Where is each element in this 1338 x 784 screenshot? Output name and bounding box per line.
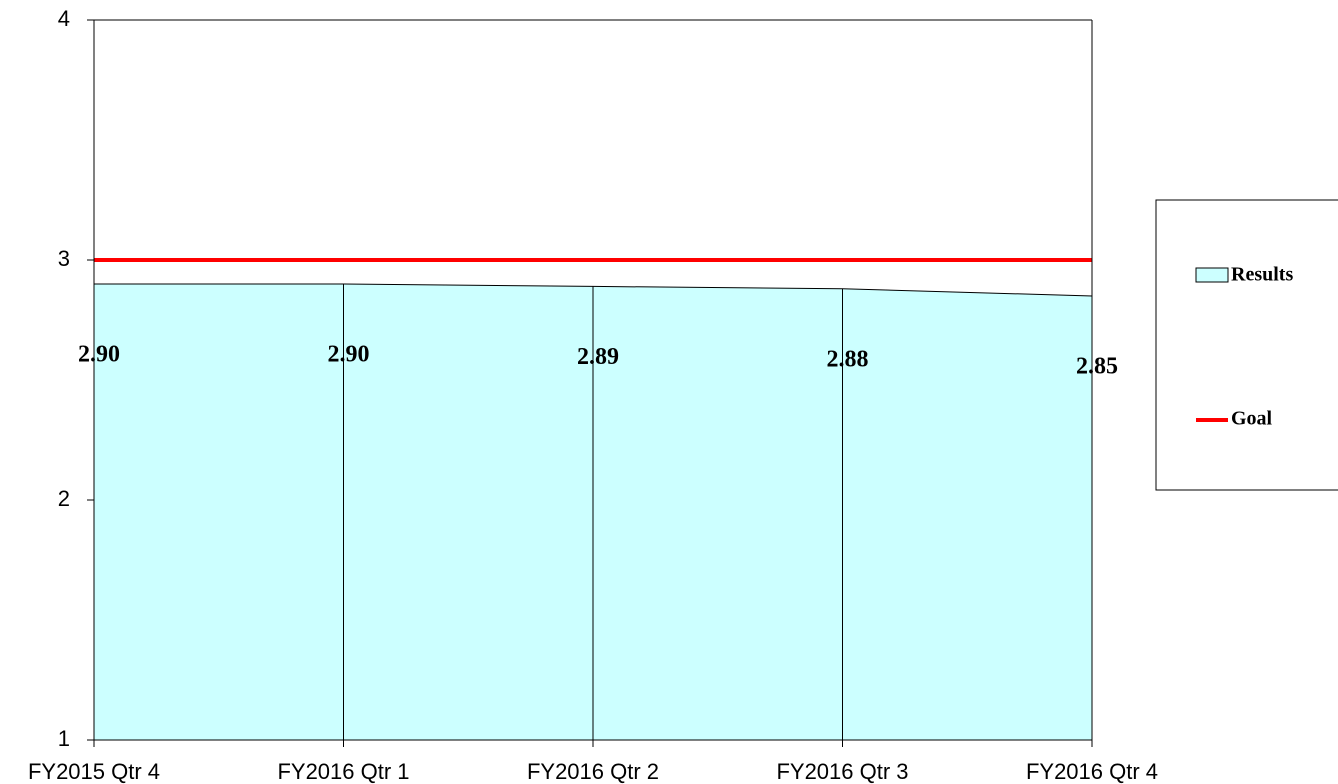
data-label: 2.90: [78, 342, 120, 368]
data-label: 2.88: [827, 346, 869, 372]
data-label: 2.89: [577, 344, 619, 370]
x-tick-label: FY2016 Qtr 4: [1026, 759, 1158, 784]
data-label: 2.90: [328, 342, 370, 368]
legend-label: Goal: [1231, 408, 1273, 430]
x-tick-label: FY2015 Qtr 4: [28, 759, 160, 784]
y-tick-label: 1: [58, 726, 70, 751]
y-tick-label: 3: [58, 246, 70, 271]
legend-label: Results: [1231, 264, 1293, 286]
x-tick-label: FY2016 Qtr 3: [776, 759, 908, 784]
x-tick-label: FY2016 Qtr 1: [277, 759, 409, 784]
legend-swatch: [1195, 267, 1229, 283]
x-tick-label: FY2016 Qtr 2: [527, 759, 659, 784]
y-tick-label: 4: [58, 6, 70, 31]
data-label: 2.85: [1076, 354, 1118, 380]
y-tick-label: 2: [58, 486, 70, 511]
legend-box: [1155, 199, 1338, 491]
